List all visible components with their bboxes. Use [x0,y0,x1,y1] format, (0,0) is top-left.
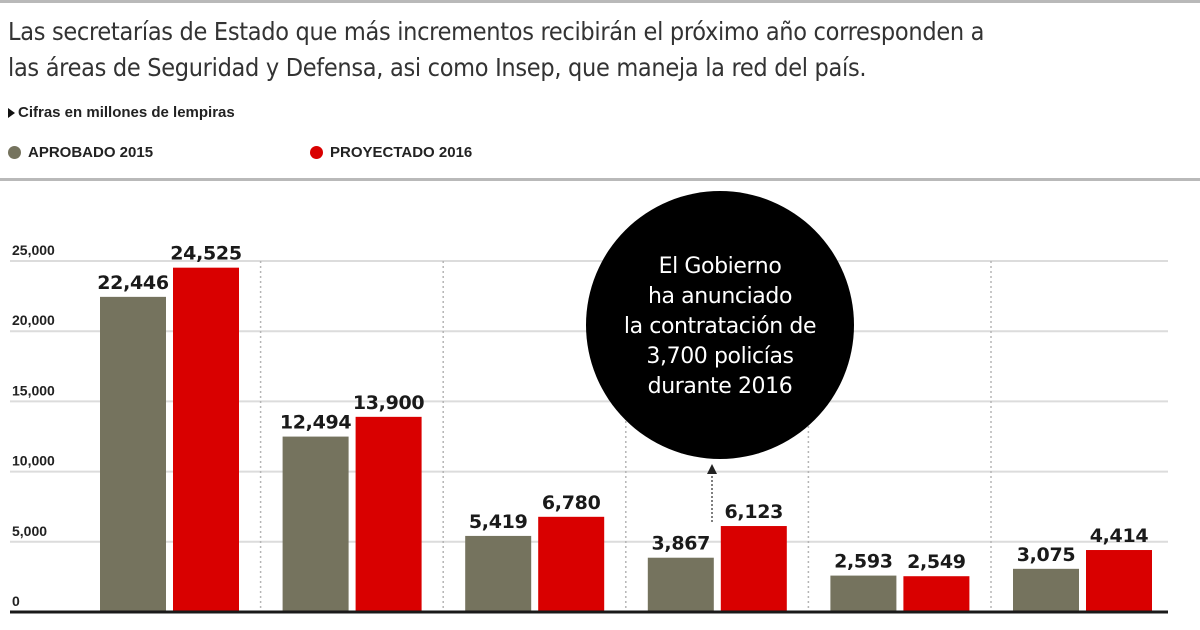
value-label: 22,446 [97,272,169,294]
units-note-text: Cifras en millones de lempiras [18,104,235,121]
bar-aprobado-2015 [647,557,714,612]
group-dividers [259,261,992,612]
y-tick-label: 15,000 [12,382,55,398]
headline: Las secretarías de Estado que más increm… [8,14,1198,86]
value-label: 6,780 [542,492,601,514]
value-label: 24,525 [170,243,242,265]
bars [100,267,1152,612]
y-tick-label: 20,000 [12,312,55,328]
legend-item-aprobado-2015: APROBADO 2015 [8,144,153,161]
callout-circle [586,191,854,459]
legend-label: APROBADO 2015 [28,144,154,161]
legend: APROBADO 2015 PROYECTADO 2016 [8,144,608,164]
bar-aprobado-2015 [100,296,166,612]
callout-text-line: 3,700 policías [646,344,793,369]
value-label: 3,867 [651,533,710,555]
value-label: 12,494 [280,412,352,434]
value-label: 13,900 [353,392,425,414]
arrow-up-icon [707,464,717,474]
callout-text-line: ha anunciado [648,284,792,309]
triangle-right-icon [8,107,15,118]
y-tick-label: 10,000 [12,453,55,469]
bar-proyectado-2016 [355,416,422,612]
top-rule [0,0,1200,3]
legend-label: PROYECTADO 2016 [330,144,473,161]
bar-proyectado-2016 [903,576,970,612]
headline-line-2: las áreas de Seguridad y Defensa, asi co… [8,53,867,82]
value-label: 3,075 [1017,544,1076,566]
legend-dot-icon [8,146,21,159]
legend-dot-icon [310,146,323,159]
y-axis-ticks: 0 5,000 10,000 15,000 20,000 25,000 [12,242,55,609]
bar-aprobado-2015 [465,535,532,612]
bar-proyectado-2016 [538,516,605,612]
y-tick-label: 5,000 [12,523,47,539]
value-label: 4,414 [1090,525,1149,547]
value-label: 6,123 [724,501,783,523]
bar-aprobado-2015 [282,436,349,612]
units-note: Cifras en millones de lempiras [8,104,235,121]
section-divider [0,178,1200,181]
bar-proyectado-2016 [1086,550,1152,612]
value-label: 2,593 [834,551,893,573]
annotation-callout: El Gobierno ha anunciado la contratación d… [586,191,854,522]
callout-text-line: El Gobierno [659,254,782,279]
callout-text-line: la contratación de [624,314,816,339]
y-tick-label: 25,000 [12,242,55,258]
value-label: 2,549 [907,551,966,573]
bar-aprobado-2015 [830,575,897,612]
value-label: 5,419 [469,511,528,533]
y-tick-label: 0 [12,593,20,609]
bar-proyectado-2016 [720,526,787,612]
bar-proyectado-2016 [173,267,239,612]
headline-line-1: Las secretarías de Estado que más increm… [8,17,985,46]
callout-text-line: durante 2016 [648,374,793,399]
bar-aprobado-2015 [1013,568,1079,612]
legend-item-proyectado-2016: PROYECTADO 2016 [310,144,472,161]
